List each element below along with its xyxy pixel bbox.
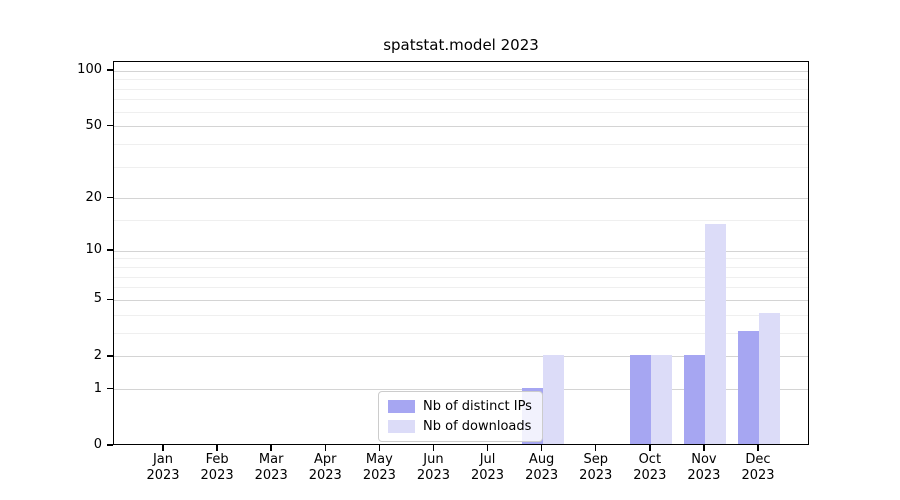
minor-gridline <box>114 99 808 101</box>
chart-title: spatstat.model 2023 <box>383 36 539 54</box>
y-tick-label: 0 <box>93 437 102 452</box>
major-gridline <box>114 356 808 358</box>
x-tick-label-jul: Jul 2023 <box>470 452 505 483</box>
x-tick-label-aug: Aug 2023 <box>525 452 559 483</box>
major-gridline <box>114 389 808 391</box>
x-tick-mark <box>486 445 489 451</box>
legend-item-distinct-ips: Nb of distinct IPs <box>388 399 532 414</box>
minor-gridline <box>114 276 808 278</box>
plot-area: Nb of distinct IPs Nb of downloads <box>113 61 809 445</box>
legend-label-distinct-ips: Nb of distinct IPs <box>423 399 532 414</box>
y-tick-mark <box>107 387 113 390</box>
y-tick-label: 50 <box>85 117 102 133</box>
y-tick-mark <box>107 444 113 446</box>
minor-gridline <box>114 314 808 316</box>
minor-gridline <box>114 267 808 269</box>
legend-swatch-downloads <box>388 420 415 433</box>
x-tick-label-may: May 2023 <box>362 452 396 483</box>
y-tick-mark <box>107 298 113 301</box>
bar-downloads-nov <box>704 224 726 444</box>
legend: Nb of distinct IPs Nb of downloads <box>378 391 543 442</box>
x-tick-mark <box>649 445 651 451</box>
y-tick-mark <box>107 196 113 199</box>
major-gridline <box>114 126 808 128</box>
x-tick-mark <box>703 445 705 451</box>
bar-distinct-ips-oct <box>629 354 651 444</box>
x-tick-label-oct: Oct 2023 <box>633 452 667 483</box>
x-tick-mark <box>270 445 272 451</box>
legend-label-downloads: Nb of downloads <box>423 419 532 434</box>
y-tick-label: 20 <box>85 189 102 205</box>
major-gridline <box>114 299 808 301</box>
minor-gridline <box>114 220 808 222</box>
y-tick-mark <box>107 249 113 251</box>
bar-distinct-ips-dec <box>738 331 759 444</box>
x-tick-label-dec: Dec 2023 <box>741 452 775 483</box>
y-tick-label: 2 <box>93 347 102 363</box>
x-tick-label-jun: Jun 2023 <box>416 452 450 483</box>
minor-gridline <box>114 166 808 168</box>
x-tick-mark <box>594 445 597 451</box>
x-tick-label-feb: Feb 2023 <box>200 452 234 483</box>
bar-downloads-aug <box>542 354 564 444</box>
x-tick-label-nov: Nov 2023 <box>687 452 721 483</box>
x-tick-mark <box>216 445 218 451</box>
x-tick-mark <box>324 445 327 451</box>
bar-distinct-ips-nov <box>683 354 705 444</box>
bar-downloads-dec <box>759 313 780 444</box>
x-tick-mark <box>378 445 381 451</box>
y-tick-label: 10 <box>85 242 102 258</box>
x-tick-mark <box>540 445 543 451</box>
x-tick-mark <box>757 445 759 451</box>
minor-gridline <box>114 287 808 289</box>
minor-gridline <box>114 79 808 81</box>
y-tick-label: 1 <box>93 380 102 396</box>
minor-gridline <box>114 258 808 260</box>
x-tick-label-sep: Sep 2023 <box>579 452 613 483</box>
legend-item-downloads: Nb of downloads <box>388 419 532 434</box>
minor-gridline <box>114 143 808 145</box>
y-tick-label: 5 <box>93 291 102 307</box>
major-gridline <box>114 198 808 200</box>
x-tick-mark <box>432 445 435 451</box>
y-tick-mark <box>107 69 113 71</box>
x-tick-label-apr: Apr 2023 <box>308 452 342 483</box>
x-tick-label-jan: Jan 2023 <box>146 452 180 483</box>
legend-swatch-distinct-ips <box>388 400 415 413</box>
major-gridline <box>114 250 808 252</box>
minor-gridline <box>114 88 808 90</box>
minor-gridline <box>114 111 808 113</box>
major-gridline <box>114 70 808 72</box>
y-tick-mark <box>107 355 113 357</box>
minor-gridline <box>114 332 808 334</box>
bar-downloads-oct <box>650 354 672 444</box>
x-tick-mark <box>162 445 164 451</box>
y-tick-mark <box>107 124 113 127</box>
y-tick-label: 100 <box>77 62 102 78</box>
x-tick-label-mar: Mar 2023 <box>254 452 288 483</box>
